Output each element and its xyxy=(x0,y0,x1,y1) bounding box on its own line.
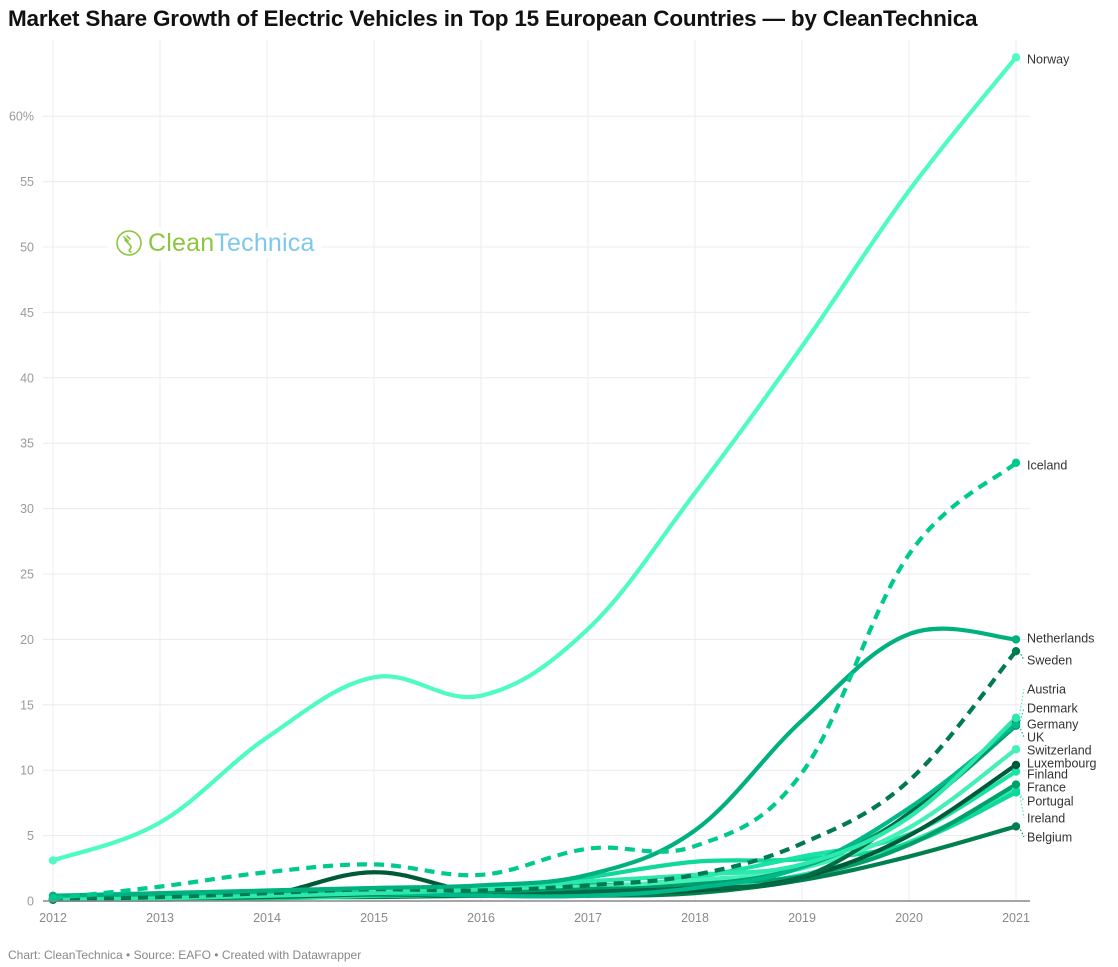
watermark-text-clean: Clean xyxy=(148,228,215,257)
end-label-austria: Austria xyxy=(1027,683,1066,697)
end-label-luxembourg: Luxembourg xyxy=(1027,757,1097,771)
end-label-netherlands: Netherlands xyxy=(1027,632,1094,646)
end-label-finland: Finland xyxy=(1027,768,1068,782)
end-label-portugal: Portugal xyxy=(1027,795,1074,809)
series-lines xyxy=(50,55,1019,903)
end-points xyxy=(48,53,1021,904)
end-point-norway xyxy=(1011,53,1021,62)
series-line-switzerland xyxy=(50,747,1019,902)
end-point-portugal xyxy=(1011,788,1021,797)
end-point-denmark xyxy=(1011,720,1021,729)
series-line-germany xyxy=(50,721,1019,902)
y-tick-label: 25 xyxy=(20,568,34,582)
y-tick-label: 20 xyxy=(20,633,34,647)
leader-line-denmark xyxy=(1018,707,1025,725)
end-point-netherlands xyxy=(1011,635,1021,644)
chart-title: Market Share Growth of Electric Vehicles… xyxy=(8,6,978,31)
cleantechnica-watermark: Clean Technica xyxy=(108,228,321,258)
end-label-france: France xyxy=(1027,781,1066,795)
end-point-iceland xyxy=(1011,458,1021,468)
y-tick-label: 30 xyxy=(20,502,34,516)
x-tick-label: 2016 xyxy=(467,911,495,925)
watermark-text-technica: Technica xyxy=(214,228,315,257)
leader-line-portugal xyxy=(1018,792,1025,802)
x-tick-label: 2017 xyxy=(574,911,602,925)
x-tick-label: 2013 xyxy=(146,911,174,925)
end-labels: Norway Iceland Netherlands Sweden Austria Den… xyxy=(1027,53,1097,845)
end-label-switzerland: Switzerland xyxy=(1027,744,1092,758)
y-tick-label: 60% xyxy=(9,110,34,124)
x-axis-ticks: 2012 2013 2014 2015 2016 2017 2018 2019 2020 2021 xyxy=(39,911,1030,925)
x-tick-label: 2015 xyxy=(360,911,388,925)
y-tick-label: 50 xyxy=(20,241,34,255)
x-tick-label: 2020 xyxy=(895,911,923,925)
x-tick-label: 2018 xyxy=(681,911,709,925)
x-tick-label: 2012 xyxy=(39,911,67,925)
grid-lines xyxy=(43,40,1030,901)
end-label-sweden: Sweden xyxy=(1027,654,1072,668)
y-tick-label: 35 xyxy=(20,437,34,451)
chart-footer-credit: Chart: CleanTechnica • Source: EAFO • Cr… xyxy=(8,948,362,962)
end-label-ireland: Ireland xyxy=(1027,812,1065,826)
y-tick-label: 5 xyxy=(27,829,34,843)
y-tick-label: 10 xyxy=(20,764,34,778)
end-label-uk: UK xyxy=(1027,731,1045,745)
end-label-belgium: Belgium xyxy=(1027,831,1072,845)
series-line-uk xyxy=(50,723,1019,902)
end-label-denmark: Denmark xyxy=(1027,702,1078,716)
end-point-finland xyxy=(1011,767,1021,776)
end-label-germany: Germany xyxy=(1027,718,1079,732)
leader-line-sweden xyxy=(1018,650,1025,661)
x-tick-label: 2014 xyxy=(253,911,281,925)
series-line-denmark xyxy=(50,722,1019,901)
end-label-iceland: Iceland xyxy=(1027,459,1067,473)
end-point-sweden xyxy=(1011,646,1021,656)
series-line-austria xyxy=(50,715,1019,902)
x-tick-label: 2021 xyxy=(1002,911,1030,925)
y-tick-label: 40 xyxy=(20,371,34,385)
series-line-sweden xyxy=(52,649,1018,902)
end-point-belgium xyxy=(1011,822,1021,831)
start-point-norway xyxy=(48,856,58,865)
leader-line-ireland xyxy=(1018,789,1025,819)
y-tick-label: 45 xyxy=(20,306,34,320)
label-leader-lines xyxy=(1018,650,1025,838)
end-point-france xyxy=(1011,780,1021,789)
x-tick-label: 2019 xyxy=(788,911,816,925)
y-tick-label: 0 xyxy=(27,895,34,909)
y-axis-ticks: 0 5 10 15 20 25 30 35 40 45 50 55 60% xyxy=(9,110,34,909)
y-tick-label: 55 xyxy=(20,175,34,189)
leader-line-austria xyxy=(1018,688,1025,718)
end-label-norway: Norway xyxy=(1027,53,1070,67)
end-point-switzerland xyxy=(1011,745,1021,754)
y-tick-label: 15 xyxy=(20,698,34,712)
series-line-netherlands xyxy=(50,626,1019,898)
plug-circle-icon xyxy=(116,230,142,256)
series-line-norway xyxy=(50,55,1019,863)
end-point-austria xyxy=(1011,713,1021,723)
end-point-luxembourg xyxy=(1011,760,1021,770)
series-line-iceland xyxy=(52,461,1018,901)
